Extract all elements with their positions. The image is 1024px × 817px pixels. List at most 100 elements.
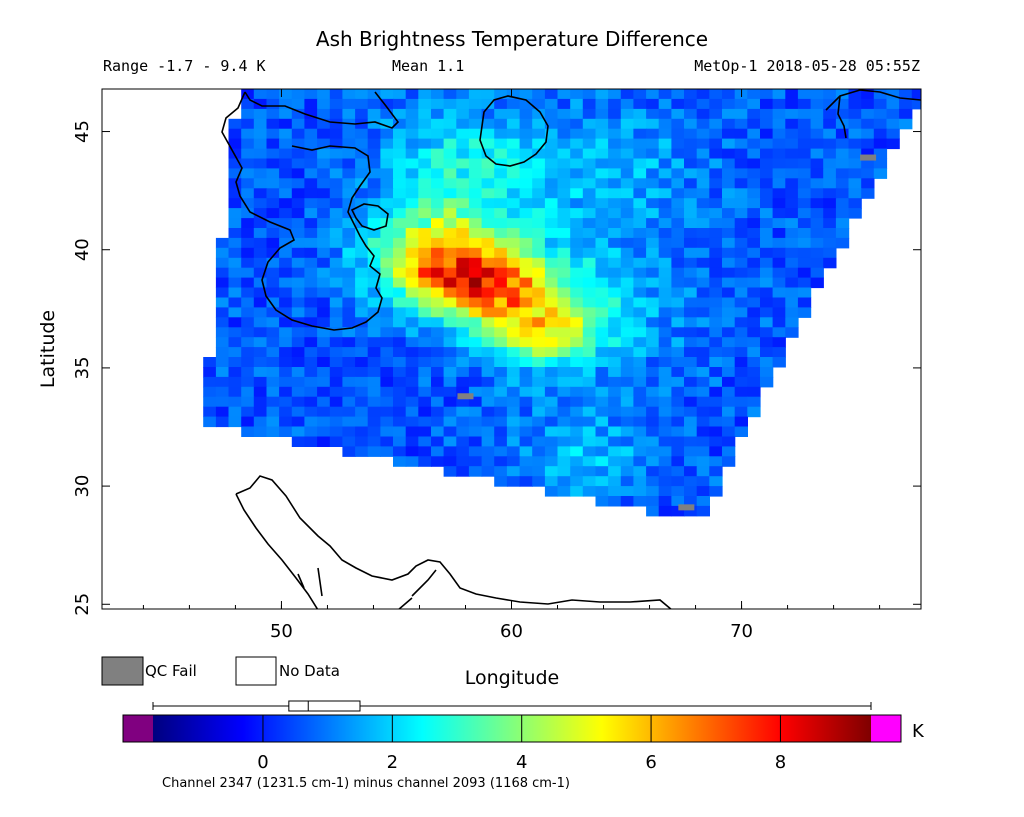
heatmap-cell	[228, 237, 242, 249]
heatmap-cell	[823, 138, 837, 150]
heatmap-cell	[620, 198, 635, 209]
heatmap-cell	[848, 89, 862, 100]
heatmap-cell	[544, 486, 559, 497]
heatmap-cell	[696, 287, 710, 298]
heatmap-cell	[431, 218, 445, 229]
heatmap-cell	[405, 416, 419, 428]
heatmap-cell	[760, 347, 774, 358]
heatmap-cell	[380, 347, 394, 358]
heatmap-cell	[215, 277, 230, 289]
heatmap-cell	[696, 297, 710, 308]
heatmap-cell	[266, 198, 280, 209]
heatmap-cell	[671, 505, 685, 517]
heatmap-cell	[355, 396, 369, 408]
heatmap-cell	[317, 376, 331, 388]
heatmap-cell	[760, 277, 774, 289]
heatmap-cell	[342, 317, 356, 328]
heatmap-cell	[709, 237, 723, 249]
heatmap-cell	[468, 456, 483, 467]
heatmap-cell	[709, 426, 723, 437]
heatmap-cell	[506, 376, 521, 388]
heatmap-cell	[393, 218, 407, 229]
heatmap-cell	[620, 406, 635, 418]
heatmap-cell	[228, 357, 242, 368]
heatmap-cell	[646, 247, 660, 259]
heatmap-cell	[734, 168, 748, 179]
heatmap-cell	[456, 337, 470, 348]
heatmap-cell	[671, 277, 685, 289]
heatmap-cell	[709, 386, 723, 398]
heatmap-cell	[772, 228, 786, 239]
heatmap-cell	[684, 148, 698, 160]
heatmap-cell	[329, 357, 344, 368]
heatmap-cell	[506, 158, 521, 169]
heatmap-cell	[506, 317, 521, 328]
heatmap-cell	[367, 218, 381, 229]
heatmap-cell	[342, 89, 356, 100]
heatmap-cell	[355, 436, 369, 447]
heatmap-cell	[747, 138, 761, 150]
heatmap-cell	[494, 287, 508, 298]
heatmap-cell	[506, 198, 521, 209]
heatmap-cell	[405, 396, 419, 408]
heatmap-cell	[393, 357, 407, 368]
heatmap-cell	[646, 148, 660, 160]
heatmap-cell	[557, 446, 571, 457]
heatmap-cell	[848, 208, 862, 219]
heatmap-cell	[393, 367, 407, 378]
heatmap-cell	[835, 188, 850, 199]
heatmap-cell	[279, 297, 293, 308]
heatmap-cell	[405, 307, 419, 318]
heatmap-cell	[658, 496, 672, 507]
heatmap-cell	[215, 337, 230, 348]
heatmap-cell	[304, 98, 318, 110]
heatmap-cell	[722, 396, 736, 408]
heatmap-cell	[658, 178, 672, 189]
heatmap-cell	[835, 158, 850, 169]
heatmap-cell	[747, 277, 761, 289]
heatmap-cell	[734, 198, 748, 209]
heatmap-cell	[709, 347, 723, 358]
heatmap-cell	[279, 98, 293, 110]
heatmap-cell	[557, 108, 571, 120]
heatmap-cell	[367, 386, 381, 398]
heatmap-cell	[418, 267, 432, 279]
heatmap-cell	[633, 89, 647, 100]
heatmap-cell	[418, 218, 432, 229]
heatmap-cell	[418, 347, 432, 358]
heatmap-cell	[633, 218, 647, 229]
heatmap-cell	[266, 168, 280, 179]
heatmap-cell	[532, 178, 546, 189]
heatmap-cell	[646, 307, 660, 318]
heatmap-cell	[671, 237, 685, 249]
qc-fail-cell	[678, 504, 695, 511]
heatmap-cell	[253, 158, 268, 169]
heatmap-cell	[608, 297, 622, 308]
heatmap-cell	[456, 257, 470, 269]
heatmap-cell	[342, 188, 356, 199]
heatmap-cell	[519, 446, 533, 457]
heatmap-cell	[367, 327, 381, 338]
heatmap-cell	[456, 357, 470, 368]
heatmap-cell	[544, 118, 559, 130]
heatmap-cell	[544, 337, 559, 348]
heatmap-cell	[418, 317, 432, 328]
heatmap-cell	[582, 247, 597, 259]
heatmap-cell	[355, 386, 369, 398]
heatmap-cell	[304, 228, 318, 239]
heatmap-cell	[671, 98, 685, 110]
heatmap-cell	[696, 118, 710, 130]
heatmap-cell	[684, 357, 698, 368]
heatmap-cell	[291, 376, 306, 388]
heatmap-cell	[620, 178, 635, 189]
heatmap-cell	[304, 218, 318, 229]
heatmap-cell	[329, 218, 344, 229]
heatmap-cell	[671, 337, 685, 348]
heatmap-cell	[671, 307, 685, 318]
heatmap-cell	[532, 406, 546, 418]
heatmap-cell	[468, 228, 483, 239]
heatmap-cell	[620, 446, 635, 457]
heatmap-cell	[608, 277, 622, 289]
heatmap-cell	[481, 98, 495, 110]
heatmap-cell	[646, 436, 660, 447]
